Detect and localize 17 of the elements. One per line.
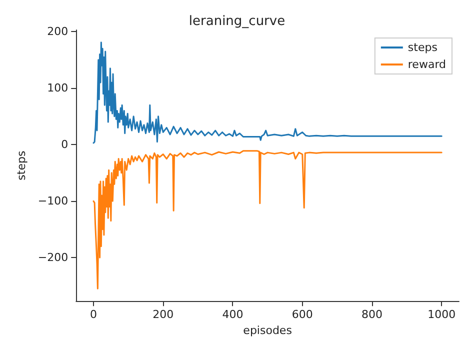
y-tick-label: −100 [38, 194, 68, 208]
y-tick-label: 100 [47, 82, 68, 95]
chart-title: leraning_curve [188, 14, 286, 29]
y-tick-label: −200 [38, 251, 68, 264]
legend-label: reward [408, 58, 446, 71]
x-tick-label: 800 [361, 308, 382, 322]
y-axis-title: steps [15, 150, 28, 180]
y-tick-label: 0 [61, 138, 68, 152]
y-tick-label: 200 [47, 25, 68, 38]
line-series [92, 150, 442, 290]
legend-label: steps [408, 41, 438, 54]
x-axis-title: episodes [243, 324, 292, 337]
x-tick-label: 0 [90, 308, 98, 322]
x-tick-label: 200 [152, 308, 174, 322]
x-tick-label: 1000 [428, 308, 456, 322]
x-tick-label: 400 [222, 308, 244, 322]
x-tick-label: 600 [292, 308, 313, 322]
